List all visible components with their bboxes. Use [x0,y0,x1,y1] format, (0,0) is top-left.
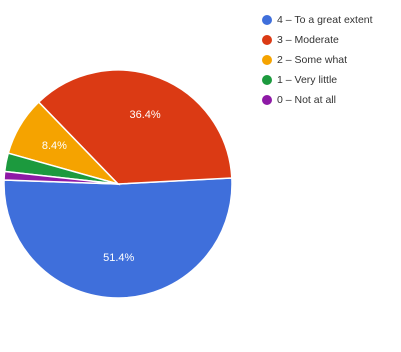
legend-swatch-1 [262,35,272,45]
legend-label-1: 3 – Moderate [277,34,339,46]
legend-label-3: 1 – Very little [277,74,338,86]
slice-data-label-1: 36.4% [129,109,160,121]
pie-slice-4 [3,170,119,185]
legend-item-3: 1 – Very little [262,70,373,90]
pie-slices [3,69,233,299]
legend-swatch-0 [262,15,272,25]
legend-label-4: 0 – Not at all [277,94,336,106]
pie-data-labels: 51.4% 36.4% 8.4% [42,109,161,264]
legend-label-2: 2 – Some what [277,54,348,66]
pie-slice-0 [3,177,233,299]
legend-swatch-2 [262,55,272,65]
slice-data-label-0: 51.4% [103,252,134,264]
legend-swatch-4 [262,95,272,105]
legend-item-0: 4 – To a great extent [262,10,373,30]
legend-item-4: 0 – Not at all [262,90,373,110]
legend-label-0: 4 – To a great extent [277,14,373,26]
pie-slice-1 [37,69,233,185]
legend-swatch-3 [262,75,272,85]
legend-item-2: 2 – Some what [262,50,373,70]
chart-legend: 4 – To a great extent 3 – Moderate 2 – Som… [262,10,373,110]
slice-data-label-2: 8.4% [42,140,67,152]
legend-item-1: 3 – Moderate [262,30,373,50]
